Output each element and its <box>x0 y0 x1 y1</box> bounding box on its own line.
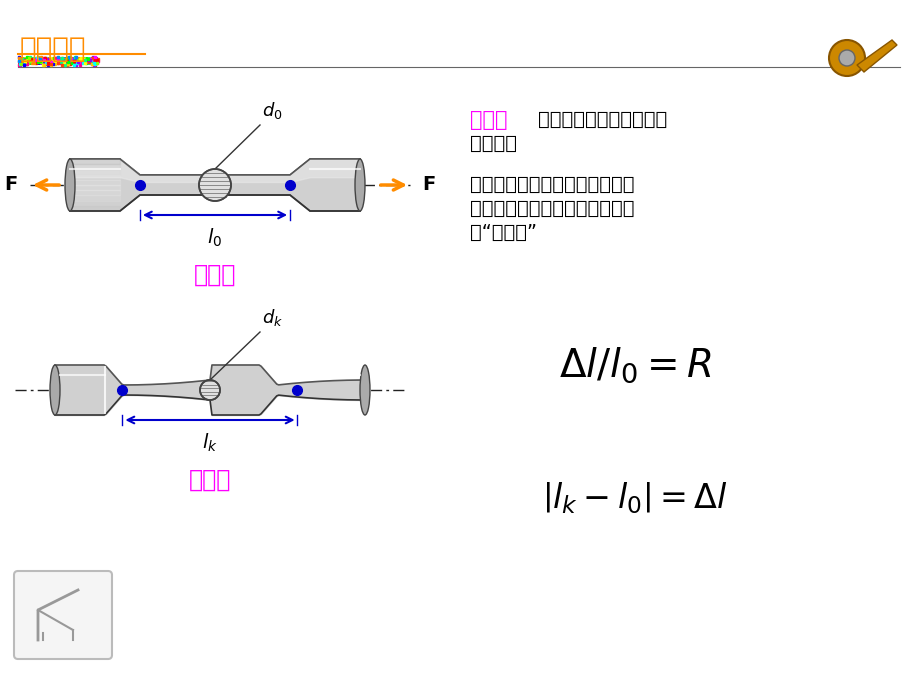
Bar <box>54 57 56 65</box>
Ellipse shape <box>50 365 60 415</box>
Bar <box>38 57 40 65</box>
Bar <box>64 57 66 65</box>
Text: 应变：: 应变： <box>470 110 507 130</box>
Polygon shape <box>857 40 896 72</box>
Circle shape <box>838 50 854 66</box>
Bar <box>22 57 25 65</box>
Bar <box>70 57 73 65</box>
Text: 为“线应变”: 为“线应变” <box>470 223 537 242</box>
Text: 物体内部某处的线段在变形后长: 物体内部某处的线段在变形后长 <box>470 175 634 194</box>
Bar <box>40 57 42 65</box>
Bar <box>62 57 64 65</box>
Text: $\left|l_k-l_0\right|=\Delta l$: $\left|l_k-l_0\right|=\Delta l$ <box>541 480 727 515</box>
Bar <box>20 57 22 65</box>
Bar <box>50 57 52 65</box>
Text: $d_k$: $d_k$ <box>262 307 283 328</box>
Circle shape <box>828 40 864 76</box>
Bar <box>84 57 86 65</box>
Bar <box>94 57 96 65</box>
Bar <box>18 57 20 65</box>
Text: F: F <box>422 175 435 195</box>
Polygon shape <box>70 159 359 211</box>
Bar <box>80 57 83 65</box>
Bar <box>78 57 81 65</box>
Bar <box>52 57 54 65</box>
Bar <box>26 57 28 65</box>
Bar <box>82 57 85 65</box>
Bar <box>76 57 78 65</box>
Text: $l_k$: $l_k$ <box>202 432 218 454</box>
Bar <box>44 57 47 65</box>
Ellipse shape <box>359 365 369 415</box>
Bar <box>72 57 74 65</box>
Text: 物体形状尺寸所发生的相: 物体形状尺寸所发生的相 <box>538 110 666 129</box>
Text: $d_0$: $d_0$ <box>262 100 282 121</box>
Bar <box>32 57 35 65</box>
Bar <box>96 57 98 65</box>
Circle shape <box>199 169 231 201</box>
Bar <box>74 57 76 65</box>
Text: 拉伸前: 拉伸前 <box>194 263 236 287</box>
Bar <box>42 57 44 65</box>
Text: 对改变。: 对改变。 <box>470 134 516 153</box>
Bar <box>36 57 39 65</box>
Bar <box>68 57 71 65</box>
Bar <box>24 57 27 65</box>
Bar <box>46 57 49 65</box>
Bar <box>88 57 90 65</box>
Circle shape <box>199 380 220 400</box>
Bar <box>66 57 68 65</box>
Bar <box>48 57 51 65</box>
FancyBboxPatch shape <box>14 571 112 659</box>
Text: $l_0$: $l_0$ <box>207 227 222 249</box>
Bar <box>92 57 95 65</box>
Bar <box>34 57 37 65</box>
Bar <box>60 57 62 65</box>
Text: 度的改变值同线段原长之比值称: 度的改变值同线段原长之比值称 <box>470 199 634 218</box>
Text: 工程材料: 工程材料 <box>20 35 86 63</box>
Ellipse shape <box>355 159 365 211</box>
Bar <box>28 57 30 65</box>
Text: $\Delta l/l_0=R$: $\Delta l/l_0=R$ <box>558 345 710 384</box>
Text: 拉伸后: 拉伸后 <box>188 468 231 492</box>
Bar <box>30 57 32 65</box>
Ellipse shape <box>65 159 75 211</box>
Text: F: F <box>5 175 18 195</box>
Bar <box>85 57 88 65</box>
Bar <box>56 57 59 65</box>
Bar <box>58 57 61 65</box>
Bar <box>90 57 93 65</box>
